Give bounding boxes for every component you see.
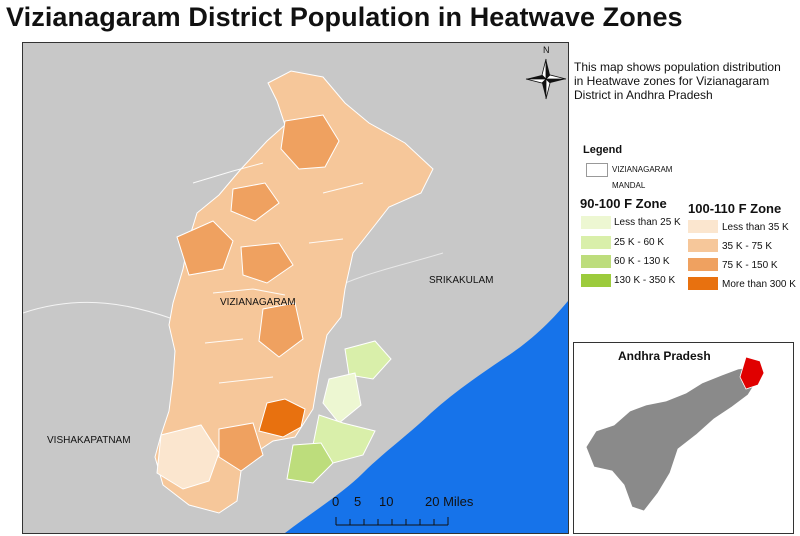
mandal-under-25	[322, 372, 362, 424]
zone-b-label-0: Less than 35 K	[722, 222, 789, 233]
main-map[interactable]: VIZIANAGARAM SRIKAKULAM VISHAKAPATNAM N …	[22, 42, 569, 534]
mandal-over-300	[258, 398, 306, 438]
mandal-75-150-c	[176, 220, 234, 276]
north-arrow-icon: N	[525, 45, 567, 100]
zone-b-label-3: More than 300 K	[722, 279, 796, 290]
mandal-25-60	[344, 340, 392, 380]
north-label: N	[543, 45, 550, 55]
scale-bar: 0 5 10 20 Miles	[332, 494, 474, 526]
bay-of-bengal-sea	[285, 301, 568, 533]
zone-b-label-2: 75 K - 150 K	[722, 260, 778, 271]
zone-b-title: 100-110 F Zone	[688, 201, 782, 216]
mandal-75-150-d	[240, 242, 294, 284]
zone-a-label-0: Less than 25 K	[614, 217, 681, 228]
svg-text:0: 0	[332, 494, 339, 509]
andhra-pradesh-shape	[585, 366, 759, 512]
inset-title: Andhra Pradesh	[618, 349, 711, 363]
svg-text:5: 5	[354, 494, 361, 509]
mandal-75-150-a	[280, 114, 340, 170]
label-vishakapatnam: VISHAKAPATNAM	[47, 435, 131, 446]
zone-a-title: 90-100 F Zone	[580, 196, 667, 211]
svg-text:10: 10	[379, 494, 393, 509]
label-vizianagaram: VIZIANAGARAM	[220, 297, 296, 308]
map-description: This map shows population distribution i…	[574, 60, 781, 102]
mandal-boundaries	[192, 162, 364, 384]
zone-b-swatch-2	[688, 258, 718, 271]
zone-a-label-2: 60 K - 130 K	[614, 256, 670, 267]
zone-a-swatch-1	[581, 236, 611, 249]
zone-a-swatch-3	[581, 274, 611, 287]
district-zone-100-110	[154, 70, 434, 514]
mandal-75-150-e	[258, 302, 304, 358]
mandal-60-130	[286, 442, 334, 484]
map-title: Vizianagaram District Population in Heat…	[6, 2, 683, 32]
vizianagaram-highlight	[739, 356, 765, 390]
district-boundary-west	[23, 301, 174, 320]
zone-a-label-3: 130 K - 350 K	[614, 275, 676, 286]
legend-boundary-label-1: VIZIANAGARAM	[612, 165, 673, 174]
mandal-75-150-b	[230, 182, 280, 222]
svg-text:20 Miles: 20 Miles	[425, 494, 474, 509]
mandal-under-35	[156, 424, 220, 490]
zone-b-swatch-1	[688, 239, 718, 252]
zone-a-swatch-0	[581, 216, 611, 229]
zone-a-label-1: 25 K - 60 K	[614, 237, 665, 248]
zone-b-swatch-3	[688, 277, 718, 290]
legend-boundary-swatch	[586, 163, 608, 177]
inset-map[interactable]: Andhra Pradesh	[573, 342, 794, 534]
zone-b-swatch-0	[688, 220, 718, 233]
zone-b-label-1: 35 K - 75 K	[722, 241, 773, 252]
legend-title: Legend	[583, 144, 623, 156]
zone-a-swatch-2	[581, 255, 611, 268]
label-srikakulam: SRIKAKULAM	[429, 275, 493, 286]
legend-boundary-label-2: MANDAL	[612, 181, 646, 190]
